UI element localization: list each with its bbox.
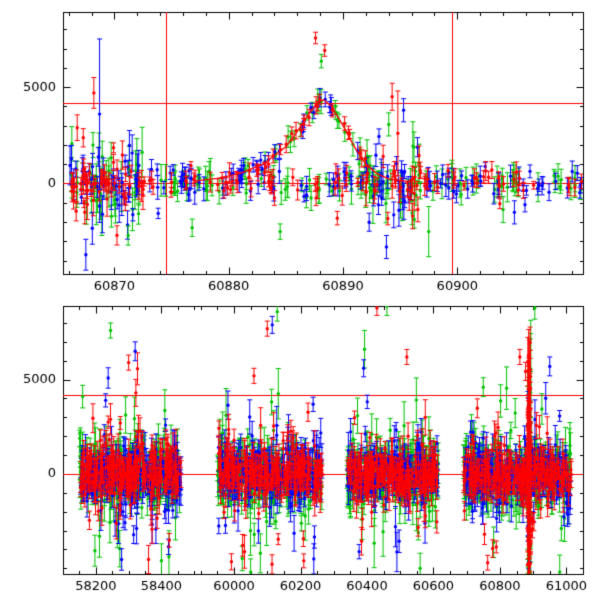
bottom-panel-plot: [0, 300, 600, 600]
bottom-panel: [0, 300, 600, 600]
top-panel-plot: [0, 0, 600, 300]
top-panel: [0, 0, 600, 300]
